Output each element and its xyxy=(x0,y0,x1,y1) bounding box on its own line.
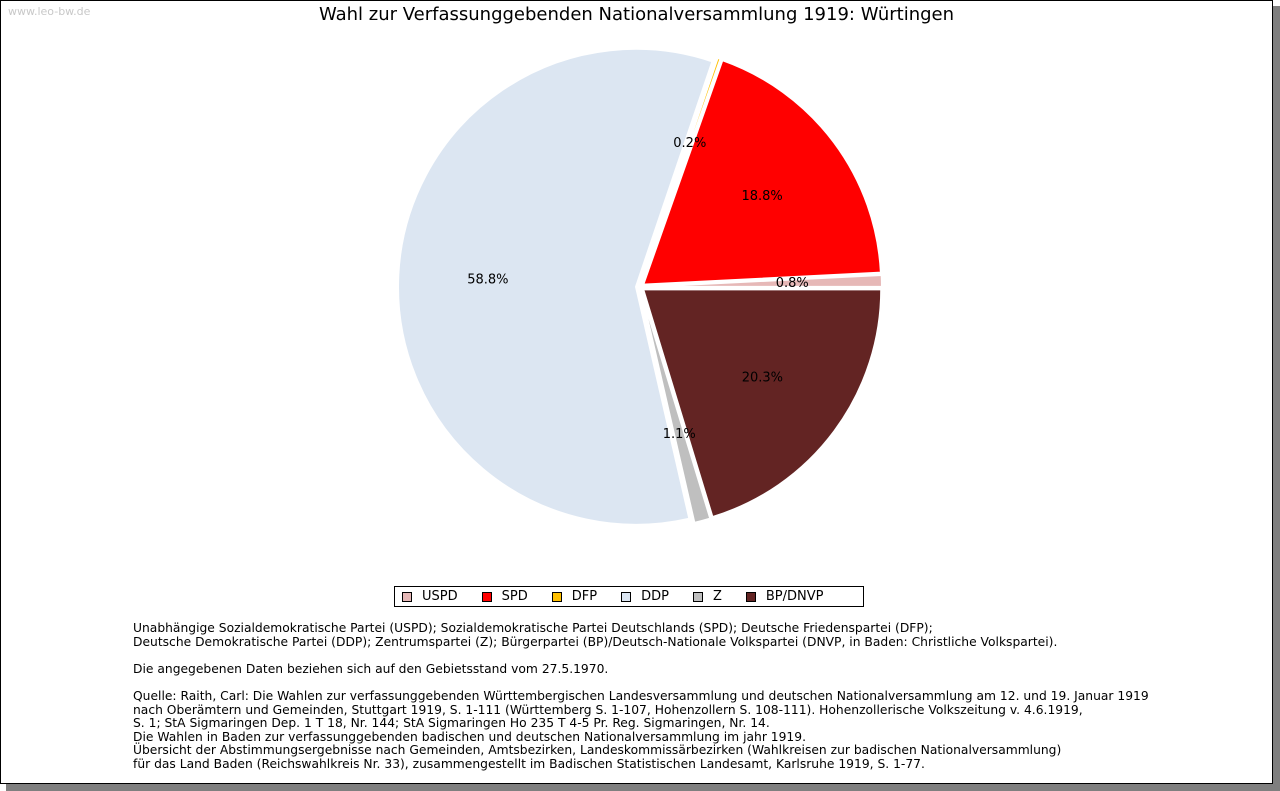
legend-label-dfp: DFP xyxy=(571,589,598,604)
frame-shadow-bottom xyxy=(6,784,1280,791)
note-line: nach Oberämtern und Gemeinden, Stuttgart… xyxy=(133,702,1083,717)
pie-slice-ddp xyxy=(397,47,714,526)
pie-slices xyxy=(397,47,883,526)
legend: USPD SPD DFP DDP Z BP/DNVP xyxy=(394,586,864,607)
note-line: Quelle: Raith, Carl: Die Wahlen zur verf… xyxy=(133,688,1149,703)
pie-slice-z xyxy=(640,290,712,525)
legend-swatch-uspd xyxy=(402,591,412,602)
legend-label-z: Z xyxy=(712,589,722,604)
pie-slice-spd xyxy=(641,58,882,286)
legend-swatch-z xyxy=(692,591,703,602)
note-line: für das Land Baden (Reichswahlkreis Nr. … xyxy=(133,756,925,771)
pie-slice-labels: 0.8% 18.8% 0.2% 58.8% 1.1% 20.3% xyxy=(467,136,809,442)
legend-item-bp-dnvp: BP/DNVP xyxy=(745,589,824,604)
legend-label-bp-dnvp: BP/DNVP xyxy=(765,589,824,604)
watermark: www.leo-bw.de xyxy=(8,5,91,18)
legend-swatch-dfp xyxy=(551,591,562,602)
frame-shadow-right xyxy=(1273,6,1280,791)
chart-title: Wahl zur Verfassunggebenden Nationalvers… xyxy=(318,4,955,25)
note-line: Deutsche Demokratische Partei (DDP); Zen… xyxy=(133,634,1058,649)
slice-label-ddp: 58.8% xyxy=(467,272,508,287)
slice-label-dfp: 0.2% xyxy=(673,136,706,151)
legend-item-spd: SPD xyxy=(481,589,528,604)
note-line: S. 1; StA Sigmaringen Dep. 1 T 18, Nr. 1… xyxy=(133,716,770,731)
legend-item-dfp: DFP xyxy=(551,589,598,604)
slice-label-z: 1.1% xyxy=(663,427,696,442)
note-line: Die angegebenen Daten beziehen sich auf … xyxy=(133,661,609,676)
legend-swatch-spd xyxy=(481,591,492,602)
legend-item-z: Z xyxy=(692,589,722,604)
pie-slice-bp-dnvp xyxy=(641,288,883,519)
note-line: Unabhängige Sozialdemokratische Partei (… xyxy=(133,621,933,635)
legend-label-spd: SPD xyxy=(501,589,528,604)
legend-swatch-bp-dnvp xyxy=(745,591,756,602)
slice-label-spd: 18.8% xyxy=(741,189,782,204)
note-line: Übersicht der Abstimmungsergebnisse nach… xyxy=(133,743,1062,758)
pie-slice-dfp xyxy=(640,56,722,284)
legend-item-ddp: DDP xyxy=(621,589,669,604)
legend-swatch-ddp xyxy=(621,591,632,602)
slice-label-uspd: 0.8% xyxy=(776,276,809,291)
legend-label-ddp: DDP xyxy=(641,589,669,604)
legend-item-uspd: USPD xyxy=(402,589,458,604)
source-notes: Unabhängige Sozialdemokratische Partei (… xyxy=(133,621,1149,772)
pie-slice-uspd xyxy=(643,273,883,288)
note-line: Die Wahlen in Baden zur verfassunggebend… xyxy=(133,729,806,744)
slice-label-bp-dnvp: 20.3% xyxy=(742,371,783,386)
legend-label-uspd: USPD xyxy=(422,589,458,604)
